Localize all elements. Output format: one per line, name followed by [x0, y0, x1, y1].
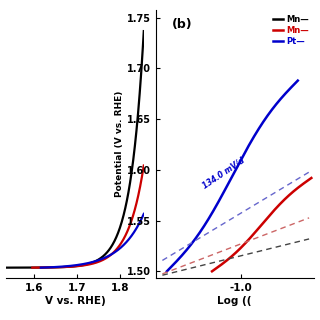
Y-axis label: Potential (V vs. RHE): Potential (V vs. RHE): [115, 91, 124, 197]
Legend: Mn—, Mn—, Pt—: Mn—, Mn—, Pt—: [272, 14, 309, 47]
Text: 134.0 mV/d: 134.0 mV/d: [201, 156, 246, 190]
X-axis label: V vs. RHE): V vs. RHE): [45, 296, 106, 306]
Text: (b): (b): [172, 18, 192, 31]
X-axis label: Log ((: Log ((: [217, 296, 252, 306]
